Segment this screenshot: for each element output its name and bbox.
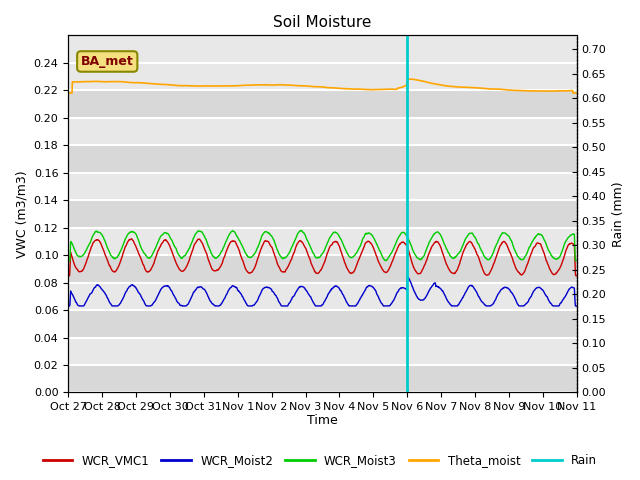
Bar	[68, 228, 577, 255]
Bar	[68, 310, 577, 337]
Bar	[68, 283, 577, 310]
Bar	[68, 337, 577, 365]
Bar	[68, 90, 577, 118]
Bar	[68, 173, 577, 200]
Bar	[68, 200, 577, 228]
Y-axis label: VWC (m3/m3): VWC (m3/m3)	[15, 170, 28, 258]
Legend: WCR_VMC1, WCR_Moist2, WCR_Moist3, Theta_moist, Rain: WCR_VMC1, WCR_Moist2, WCR_Moist3, Theta_…	[38, 449, 602, 472]
Title: Soil Moisture: Soil Moisture	[273, 15, 372, 30]
Bar	[68, 63, 577, 90]
Text: BA_met: BA_met	[81, 55, 134, 68]
Bar	[68, 255, 577, 283]
Bar	[68, 145, 577, 173]
Bar	[68, 118, 577, 145]
Y-axis label: Rain (mm): Rain (mm)	[612, 181, 625, 247]
Bar	[68, 365, 577, 393]
X-axis label: Time: Time	[307, 414, 338, 427]
